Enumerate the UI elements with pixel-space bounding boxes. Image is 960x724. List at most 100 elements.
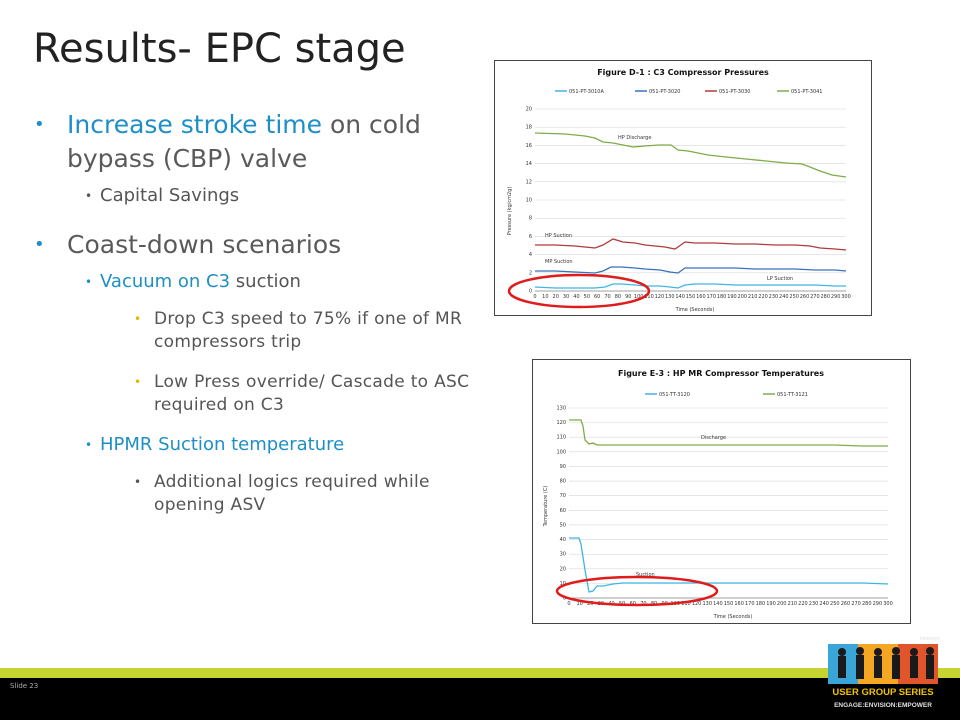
annotation-hp-suction: HP Suction — [545, 233, 572, 239]
x-tick-label: 130 — [702, 601, 712, 607]
series-pt3020-line — [535, 266, 847, 274]
bullet-dot: • — [34, 234, 45, 255]
bullet-low-press: • Low Press override/ Cascade to ASC req… — [34, 371, 504, 417]
x-tick-label: 250 — [789, 294, 799, 300]
y-tick-label: 60 — [560, 508, 566, 514]
x-tick-label: 30 — [563, 294, 569, 300]
x-axis-label: Time (Seconds) — [713, 614, 753, 620]
y-tick-label: 70 — [560, 493, 566, 499]
y-tick-label: 100 — [556, 449, 566, 455]
x-tick-label: 220 — [758, 294, 768, 300]
x-tick-label: 0 — [533, 294, 536, 300]
bullet-dot: • — [85, 275, 93, 289]
y-tick-label: 8 — [529, 216, 532, 222]
y-axis-label: Temperature (C) — [543, 486, 549, 528]
x-tick-label: 60 — [594, 294, 600, 300]
x-tick-label: 20 — [553, 294, 559, 300]
x-tick-label: 300 — [841, 294, 851, 300]
silhouette-head — [892, 647, 900, 655]
y-tick-label: 80 — [560, 479, 566, 485]
y-tick-label: 14 — [526, 161, 532, 167]
x-tick-label: 170 — [745, 601, 755, 607]
bullet-drop-c3: • Drop C3 speed to 75% if one of MR comp… — [34, 308, 504, 354]
annotation-suction: Suction — [636, 572, 655, 578]
y-tick-label: 20 — [526, 107, 532, 113]
annotation-mp-suction: MP Suction — [545, 259, 573, 265]
x-tick-label: 290 — [831, 294, 841, 300]
y-axis-label: Pressure (kg/cm2g) — [507, 187, 513, 236]
x-tick-label: 270 — [851, 601, 861, 607]
x-tick-label: 90 — [625, 294, 631, 300]
x-tick-label: 80 — [615, 294, 621, 300]
bullet-additional-logics: • Additional logics required while openi… — [34, 471, 504, 517]
x-tick-label: 180 — [717, 294, 727, 300]
x-tick-label: 0 — [567, 601, 570, 607]
bullet-dot: • — [134, 375, 142, 389]
x-tick-label: 50 — [584, 294, 590, 300]
x-axis-label: Time (Seconds) — [675, 307, 715, 313]
x-tick-label: 300 — [883, 601, 893, 607]
x-tick-label: 210 — [748, 294, 758, 300]
x-tick-label: 270 — [810, 294, 820, 300]
x-tick-label: 280 — [862, 601, 872, 607]
y-tick-label: 10 — [526, 198, 532, 204]
annotation-lp-suction: LP Suction — [767, 276, 793, 282]
silhouette-body — [910, 656, 918, 678]
x-tick-label: 130 — [665, 294, 675, 300]
x-tick-label: 150 — [724, 601, 734, 607]
x-tick-label: 200 — [738, 294, 748, 300]
x-tick-label: 10 — [542, 294, 548, 300]
legend-label: 051-TT-3121 — [777, 392, 808, 398]
legend-label: 051-PT-3010A — [569, 89, 604, 95]
x-tick-label: 200 — [777, 601, 787, 607]
silhouette-body — [874, 656, 882, 678]
x-tick-label: 160 — [734, 601, 744, 607]
x-tick-label: 120 — [655, 294, 665, 300]
x-tick-label: 230 — [809, 601, 819, 607]
y-tick-label: 10 — [560, 581, 566, 587]
x-tick-label: 260 — [841, 601, 851, 607]
bullet-highlight: Increase stroke time — [67, 110, 322, 139]
figure-c3-pressures: Figure D-1 : C3 Compressor Pressures 051… — [494, 60, 872, 316]
silhouette-head — [926, 647, 934, 655]
bullet-text: Drop C3 speed to 75% if one of MR compre… — [154, 309, 463, 352]
bullet-stroke-time: • Increase stroke time on cold bypass (C… — [34, 108, 504, 176]
bullet-text: Additional logics required while opening… — [154, 472, 430, 515]
bullet-text: Coast-down scenarios — [67, 230, 342, 259]
logo-silhouettes — [838, 647, 934, 679]
x-tick-label: 290 — [873, 601, 883, 607]
bullet-coast-down: • Coast-down scenarios — [34, 228, 504, 262]
y-tick-label: 4 — [529, 252, 532, 258]
bullet-vacuum-c3: • Vacuum on C3 suction — [34, 270, 504, 294]
annotation-hp-discharge: HP Discharge — [618, 135, 651, 141]
chart-legend: 051-PT-3010A 051-PT-3020 051-PT-3030 051… — [555, 89, 823, 95]
legend-label: 051-TT-3120 — [659, 392, 690, 398]
figure-title: Figure D-1 : C3 Compressor Pressures — [597, 68, 769, 77]
annotation-discharge: Discharge — [701, 435, 726, 441]
x-tick-label: 40 — [573, 294, 579, 300]
x-tick-label: 20 — [587, 601, 593, 607]
y-tick-label: 120 — [556, 420, 566, 426]
y-tick-label: 40 — [560, 537, 566, 543]
silhouette-body — [856, 655, 864, 679]
highlight-circle — [507, 273, 651, 309]
bullet-text: Capital Savings — [100, 185, 240, 206]
x-tick-label: 170 — [706, 294, 716, 300]
bullet-hpmr-suction: • HPMR Suction temperature — [34, 433, 504, 457]
legend-label: 051-PT-3041 — [791, 89, 823, 95]
footer-accent-band — [0, 668, 960, 680]
silhouette-head — [910, 648, 918, 656]
silhouette-head — [838, 648, 846, 656]
figure-hpmr-temperatures: Figure E-3 : HP MR Compressor Temperatur… — [532, 359, 911, 624]
y-tick-label: 18 — [526, 125, 532, 131]
x-tick-label: 140 — [675, 294, 685, 300]
series-pt3010a-line — [534, 283, 846, 289]
silhouette-head — [856, 647, 864, 655]
x-tick-label: 190 — [766, 601, 776, 607]
bullet-dot: • — [34, 114, 45, 135]
x-tick-label: 220 — [798, 601, 808, 607]
footer-bar — [0, 678, 960, 720]
y-tick-label: 30 — [560, 552, 566, 558]
bullet-dot: • — [85, 438, 93, 452]
legend-label: 051-PT-3030 — [719, 89, 751, 95]
